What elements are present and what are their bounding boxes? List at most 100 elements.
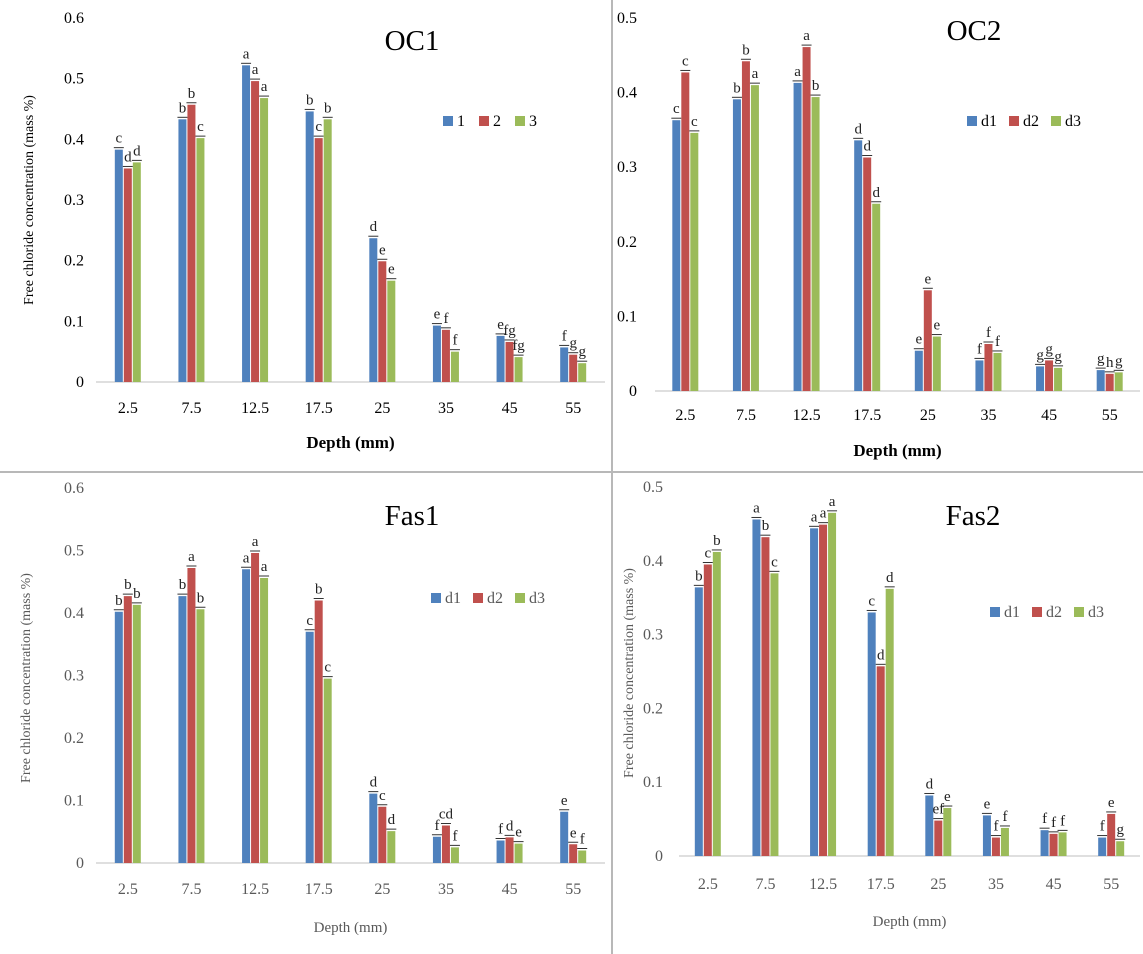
significance-label: e xyxy=(984,796,991,812)
significance-label: e xyxy=(515,825,522,841)
significance-label: ef xyxy=(932,802,944,818)
significance-label: c xyxy=(324,660,331,676)
bar-2-45 xyxy=(505,341,514,382)
vertical-divider xyxy=(611,0,613,954)
significance-label: e xyxy=(915,332,922,348)
bar-d2-25 xyxy=(378,806,387,863)
bar-1-12.5 xyxy=(242,65,251,382)
significance-label: g xyxy=(1115,353,1123,369)
legend-label: 3 xyxy=(529,113,537,130)
significance-label: a xyxy=(243,46,250,62)
x-axis-title: Depth (mm) xyxy=(306,433,394,452)
legend-swatch xyxy=(443,116,453,126)
bar-d1-7.5 xyxy=(752,519,761,856)
significance-label: f xyxy=(986,325,991,341)
significance-label: b xyxy=(762,518,770,534)
x-tick-label: 7.5 xyxy=(181,881,201,898)
bar-1-17.5 xyxy=(305,111,314,382)
bar-d2-7.5 xyxy=(187,568,196,863)
bar-3-35 xyxy=(450,351,459,382)
bar-3-7.5 xyxy=(196,138,205,382)
bar-2-12.5 xyxy=(251,81,260,383)
significance-label: a xyxy=(752,66,759,82)
x-tick-label: 2.5 xyxy=(118,881,138,898)
legend-label: d1 xyxy=(445,590,461,607)
y-tick-label: 0.4 xyxy=(643,553,663,570)
significance-label: b xyxy=(197,590,205,606)
bar-d2-7.5 xyxy=(741,61,750,391)
chart-fas1: 0 0.1 0.2 0.3 0.4 0.5 0.6 Free chloride concent… xyxy=(19,480,605,936)
y-axis-label: Free chloride concentration (mass %) xyxy=(622,568,637,778)
significance-label: e xyxy=(1108,795,1115,811)
x-tick-label: 55 xyxy=(1102,407,1118,424)
significance-label: g xyxy=(1045,341,1053,357)
bar-d1-45 xyxy=(1040,830,1049,856)
significance-label: b xyxy=(188,86,196,102)
significance-label: c xyxy=(691,114,698,130)
y-tick-label: 0.1 xyxy=(64,313,84,330)
significance-label: f xyxy=(995,334,1000,350)
bar-3-2.5 xyxy=(132,162,141,382)
bar-d2-17.5 xyxy=(876,666,885,856)
bar-d1-25 xyxy=(925,795,934,856)
y-tick-label: 0.3 xyxy=(643,627,663,644)
bar-1-2.5 xyxy=(114,149,123,382)
legend-swatch xyxy=(515,116,525,126)
significance-label: b xyxy=(812,78,820,94)
legend-swatch xyxy=(967,116,977,126)
legend-swatch xyxy=(1009,116,1019,126)
bar-d2-12.5 xyxy=(802,47,811,392)
legend-label: d3 xyxy=(1088,604,1104,621)
bar-d3-55 xyxy=(1116,841,1125,856)
significance-label: f xyxy=(1002,809,1007,825)
significance-label: b xyxy=(713,533,721,549)
y-tick-label: 0.1 xyxy=(64,793,84,810)
bar-d1-25 xyxy=(369,793,378,863)
significance-label: f xyxy=(977,341,982,357)
bar-d1-7.5 xyxy=(178,596,187,863)
bar-2-55 xyxy=(569,354,578,382)
bar-3-55 xyxy=(578,363,587,382)
legend-label: 1 xyxy=(457,113,465,130)
y-axis-label: Free chloride concentration (mass %) xyxy=(22,95,37,305)
legend-label: 2 xyxy=(493,113,501,130)
bar-d3-25 xyxy=(932,336,941,391)
x-tick-label: 17.5 xyxy=(867,876,895,893)
y-tick-label: 0.3 xyxy=(64,192,84,209)
significance-label: c xyxy=(771,554,778,570)
legend-swatch xyxy=(479,116,489,126)
bar-d3-35 xyxy=(993,352,1002,391)
bar-d3-45 xyxy=(1058,832,1067,856)
y-tick-label: 0.2 xyxy=(64,730,84,747)
significance-label: f xyxy=(498,822,503,838)
significance-label: e xyxy=(434,307,441,323)
significance-label: a xyxy=(811,509,818,525)
x-tick-label: 55 xyxy=(1103,876,1119,893)
bar-1-7.5 xyxy=(178,119,187,383)
y-axis-label: Free chloride concentration (mass %) xyxy=(19,573,34,783)
y-tick-label: 0.3 xyxy=(64,668,84,685)
legend-swatch xyxy=(1074,607,1084,617)
legend-swatch xyxy=(431,593,441,603)
y-tick-label: 0.6 xyxy=(64,480,84,497)
legend-swatch xyxy=(1051,116,1061,126)
significance-label: b xyxy=(324,100,332,116)
y-tick-label: 0.2 xyxy=(643,700,663,717)
legend-label: d2 xyxy=(487,590,503,607)
bar-d1-12.5 xyxy=(242,569,251,863)
y-tick-label: 0.3 xyxy=(617,159,637,176)
x-tick-label: 45 xyxy=(1046,876,1062,893)
significance-label: d xyxy=(370,219,378,235)
bar-d1-17.5 xyxy=(305,631,314,863)
significance-label: b xyxy=(306,92,314,108)
bar-d1-55 xyxy=(1096,370,1105,391)
x-tick-label: 2.5 xyxy=(118,400,138,417)
significance-label: a xyxy=(261,559,268,575)
horizontal-divider xyxy=(0,471,1143,473)
bar-d3-12.5 xyxy=(811,97,820,392)
significance-label: b xyxy=(179,577,187,593)
x-tick-label: 17.5 xyxy=(853,407,881,424)
significance-label: a xyxy=(188,549,195,565)
significance-label: d xyxy=(370,775,378,791)
x-axis-title: Depth (mm) xyxy=(314,920,388,936)
